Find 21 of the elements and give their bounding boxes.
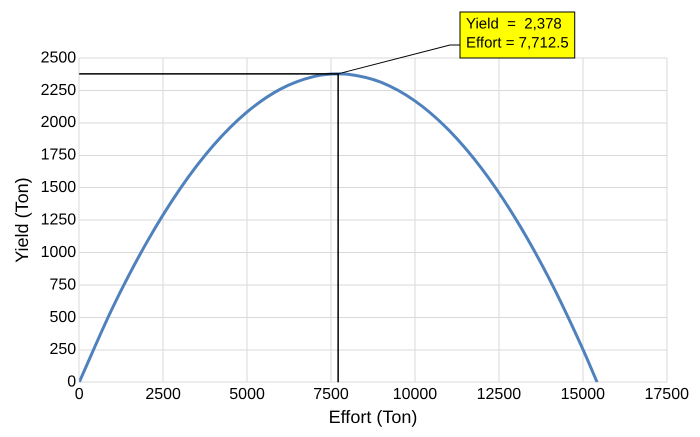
y-tick-label: 2500 — [40, 49, 76, 66]
x-tick-label: 2500 — [145, 386, 182, 404]
y-tick-label: 0 — [67, 374, 76, 391]
y-tick-label: 1750 — [40, 146, 76, 164]
x-tick-label: 15000 — [560, 386, 606, 404]
y-tick-label: 250 — [49, 341, 76, 358]
x-tick-label: 12500 — [476, 386, 522, 404]
x-tick-label: 10000 — [392, 386, 438, 404]
x-tick-label: 7500 — [313, 386, 349, 404]
y-tick-label: 500 — [49, 308, 76, 326]
y-tick-label: 2250 — [40, 82, 76, 99]
annotation: Yield = 2,378 Effort = 7,712.5 — [466, 16, 569, 52]
x-tick-label: 17500 — [644, 386, 690, 404]
x-axis-title: Effort (Ton) — [328, 407, 418, 428]
y-axis-title: Yield (Ton) — [12, 177, 32, 263]
x-tick-label: 5000 — [229, 386, 265, 404]
y-tick-label: 1500 — [40, 179, 76, 196]
y-tick-label: 2000 — [40, 114, 76, 132]
y-tick-label: 1000 — [40, 244, 76, 261]
y-tick-label: 750 — [49, 276, 76, 294]
y-tick-label: 1250 — [40, 212, 76, 229]
